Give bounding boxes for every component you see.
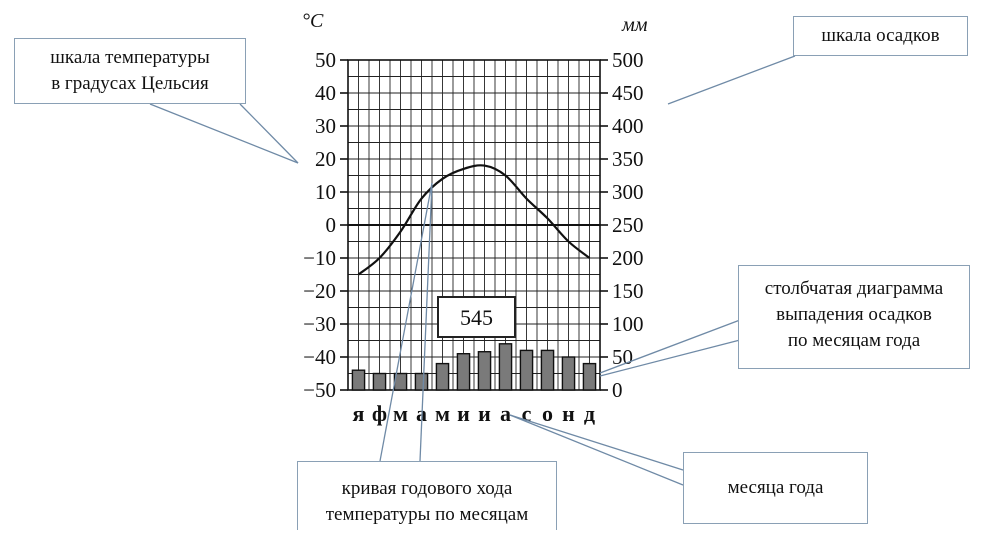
right-tick-label: 150 xyxy=(612,279,644,303)
total-precipitation-box: 545 xyxy=(437,296,516,338)
left-tick-label: 40 xyxy=(315,81,336,105)
leader-bar-chart xyxy=(599,339,741,377)
precipitation-bar xyxy=(498,343,513,391)
precipitation-bar xyxy=(477,351,492,391)
callout-bar-chart-line3: по месяцам года xyxy=(787,330,921,351)
callout-temperature-scale-line2: в градусах Цельсия xyxy=(51,73,209,94)
callout-temperature-scale: шкала температуры в градусах Цельсия xyxy=(14,38,246,104)
callout-temperature-scale-line1: шкала температуры xyxy=(50,47,210,68)
precipitation-bar xyxy=(582,362,597,391)
leader-bar-chart xyxy=(599,319,741,374)
left-tick-label: 0 xyxy=(326,213,337,237)
precipitation-bar xyxy=(351,369,366,391)
temperature-curve xyxy=(357,164,591,276)
left-tick-label: 20 xyxy=(315,147,336,171)
callout-months-text: месяца года xyxy=(727,477,824,498)
celsius-unit-label: °C xyxy=(302,10,324,32)
leader-temperature-scale xyxy=(149,103,299,164)
left-tick-label: −40 xyxy=(303,345,336,369)
precipitation-bar xyxy=(372,372,387,391)
left-tick-label: −30 xyxy=(303,312,336,336)
callout-temp-curve-line2: температуры по месяцам xyxy=(325,504,529,525)
left-tick-label: 30 xyxy=(315,114,336,138)
month-label: с xyxy=(522,401,532,426)
right-tick-label: 0 xyxy=(612,378,623,402)
leader-lines xyxy=(149,55,796,486)
leader-temp-curve xyxy=(419,182,433,462)
leader-temp-curve xyxy=(379,182,433,462)
precipitation-bar xyxy=(414,372,429,391)
callout-temp-curve-line1: кривая годового хода xyxy=(341,478,513,499)
precipitation-bar xyxy=(456,353,471,391)
callout-months: месяца года xyxy=(683,452,868,524)
leader-precip-scale xyxy=(667,55,796,105)
month-label: я xyxy=(353,401,365,426)
callout-bar-chart-line1: столбчатая диаграмма xyxy=(764,278,944,299)
right-tick-label: 400 xyxy=(612,114,644,138)
month-label: а xyxy=(500,401,511,426)
leader-months xyxy=(509,414,684,471)
precipitation-bars xyxy=(351,343,597,391)
callout-temp-curve: кривая годового хода температуры по меся… xyxy=(297,461,557,530)
left-tick-label: 10 xyxy=(315,180,336,204)
right-tick-label: 350 xyxy=(612,147,644,171)
axis-ticks xyxy=(340,59,608,391)
right-tick-label: 300 xyxy=(612,180,644,204)
month-label: м xyxy=(435,401,450,426)
right-tick-label: 50 xyxy=(612,345,633,369)
precipitation-bar xyxy=(435,362,450,391)
callout-precip-scale: шкала осадков xyxy=(793,16,968,56)
precipitation-bar xyxy=(561,356,576,391)
precipitation-bar xyxy=(519,349,534,391)
callout-precip-scale-text: шкала осадков xyxy=(821,25,940,46)
right-tick-label: 500 xyxy=(612,48,644,72)
month-label: и xyxy=(478,401,491,426)
left-tick-label: −20 xyxy=(303,279,336,303)
callout-bar-chart-line2: выпадения осадков xyxy=(776,304,932,325)
right-tick-label: 200 xyxy=(612,246,644,270)
left-tick-label: −50 xyxy=(303,378,336,402)
month-label: ф xyxy=(372,401,387,426)
right-tick-label: 250 xyxy=(612,213,644,237)
total-precipitation-value: 545 xyxy=(460,305,493,330)
left-tick-label: −10 xyxy=(303,246,336,270)
leader-temperature-scale xyxy=(239,103,299,164)
month-label: н xyxy=(562,401,575,426)
leader-months xyxy=(509,414,684,486)
callout-bar-chart: столбчатая диаграмма выпадения осадков п… xyxy=(738,265,970,369)
right-tick-label: 100 xyxy=(612,312,644,336)
axis-labels: 50403020100−10−20−30−40−5050045040035030… xyxy=(303,48,643,426)
month-label: м xyxy=(393,401,408,426)
month-label: д xyxy=(584,401,595,426)
precipitation-bar xyxy=(540,349,555,391)
month-label: о xyxy=(542,401,553,426)
chart-grid xyxy=(347,59,601,391)
month-label: и xyxy=(457,401,470,426)
temperature-curve-group xyxy=(357,164,591,276)
left-tick-label: 50 xyxy=(315,48,336,72)
mm-unit-label: мм xyxy=(622,14,648,36)
right-tick-label: 450 xyxy=(612,81,644,105)
